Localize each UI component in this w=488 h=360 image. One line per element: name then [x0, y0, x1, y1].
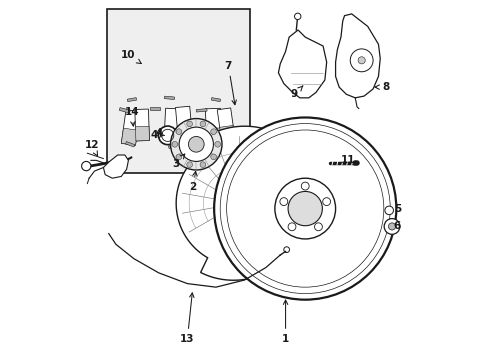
Text: 1: 1: [282, 300, 288, 344]
Circle shape: [186, 162, 192, 167]
Text: 9: 9: [290, 86, 302, 99]
Text: 13: 13: [180, 293, 194, 344]
Text: 10: 10: [121, 50, 141, 64]
Polygon shape: [163, 128, 179, 145]
Polygon shape: [135, 109, 149, 141]
Circle shape: [274, 178, 335, 239]
Polygon shape: [121, 110, 140, 145]
Polygon shape: [103, 155, 128, 178]
Polygon shape: [175, 106, 192, 141]
Polygon shape: [196, 109, 206, 112]
Bar: [107, 9, 249, 173]
Polygon shape: [177, 125, 192, 141]
Circle shape: [214, 117, 395, 300]
Circle shape: [172, 141, 177, 147]
Polygon shape: [164, 96, 174, 99]
Polygon shape: [150, 107, 160, 110]
Circle shape: [301, 182, 308, 190]
Circle shape: [200, 162, 205, 167]
Circle shape: [322, 198, 330, 206]
Circle shape: [384, 206, 393, 215]
Text: 8: 8: [374, 82, 388, 92]
Polygon shape: [163, 108, 180, 145]
Circle shape: [179, 127, 213, 161]
Circle shape: [279, 198, 287, 206]
Circle shape: [158, 126, 177, 145]
Circle shape: [287, 192, 322, 226]
Circle shape: [357, 57, 365, 64]
Circle shape: [384, 219, 399, 234]
Text: 5: 5: [393, 204, 400, 214]
Polygon shape: [211, 98, 220, 102]
Text: 4: 4: [150, 130, 163, 140]
Polygon shape: [203, 144, 213, 148]
Polygon shape: [278, 30, 326, 98]
Circle shape: [287, 223, 295, 231]
Text: 3: 3: [172, 154, 184, 169]
Text: 14: 14: [124, 107, 139, 126]
Polygon shape: [127, 98, 136, 102]
Text: 7: 7: [224, 61, 236, 105]
Text: 2: 2: [189, 171, 197, 192]
Circle shape: [176, 129, 182, 135]
Circle shape: [176, 154, 182, 160]
Polygon shape: [217, 108, 235, 141]
Polygon shape: [125, 141, 135, 147]
Polygon shape: [176, 126, 302, 280]
Circle shape: [214, 141, 220, 147]
Circle shape: [81, 161, 91, 171]
Circle shape: [294, 13, 300, 19]
Circle shape: [210, 129, 216, 135]
Circle shape: [314, 223, 322, 231]
Polygon shape: [205, 128, 221, 144]
Text: 6: 6: [393, 221, 400, 231]
Circle shape: [210, 154, 216, 160]
Polygon shape: [205, 108, 221, 144]
Text: 4: 4: [156, 128, 163, 138]
Circle shape: [170, 118, 222, 170]
Polygon shape: [219, 125, 235, 141]
Text: 11: 11: [340, 156, 355, 165]
Circle shape: [188, 136, 203, 152]
Polygon shape: [335, 14, 380, 98]
Circle shape: [349, 49, 372, 72]
Circle shape: [200, 121, 205, 127]
Polygon shape: [119, 108, 130, 113]
Polygon shape: [168, 144, 177, 148]
Polygon shape: [135, 126, 149, 141]
Circle shape: [186, 121, 192, 127]
Text: 12: 12: [84, 140, 99, 156]
Polygon shape: [121, 128, 137, 145]
Circle shape: [387, 223, 395, 230]
